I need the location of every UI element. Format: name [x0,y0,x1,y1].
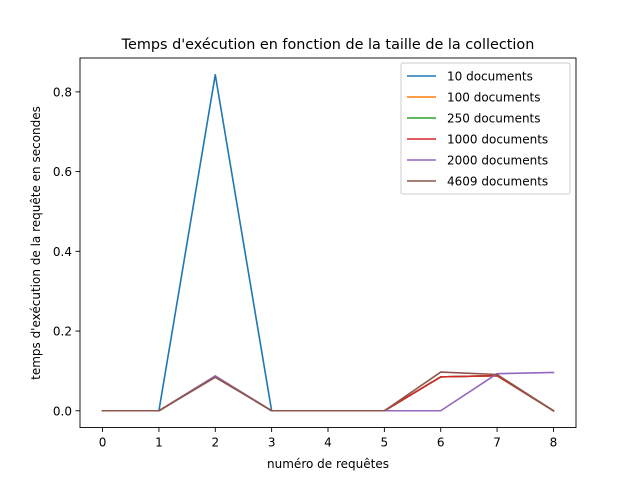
y-axis-ticks: 0.0 0.2 0.4 0.6 0.8 [53,85,80,418]
y-tick-label: 0.0 [53,404,72,418]
series-lines [101,73,555,412]
legend-label: 2000 documents [447,154,548,168]
legend: 10 documents 100 documents 250 documents 10… [400,62,571,195]
y-tick-label: 0.8 [53,85,72,99]
x-tick-label: 7 [493,436,501,450]
x-tick-label: 2 [211,436,219,450]
y-tick-label: 0.4 [53,245,72,259]
legend-label: 100 documents [447,91,541,105]
legend-label: 10 documents [447,70,533,84]
legend-label: 250 documents [447,112,541,126]
y-axis-label: temps d'exécution de la requête en secon… [29,106,43,380]
chart-title: Temps d'exécution en fonction de la tail… [121,37,535,53]
series-line-5 [101,371,555,412]
x-axis-ticks: 0 1 2 3 4 5 6 7 8 [99,427,558,450]
x-axis-label: numéro de requêtes [267,457,389,471]
legend-label: 4609 documents [447,175,548,189]
x-tick-label: 8 [550,436,558,450]
y-tick-label: 0.6 [53,165,72,179]
x-tick-label: 4 [324,436,332,450]
y-tick-label: 0.2 [53,325,72,339]
legend-label: 1000 documents [447,133,548,147]
x-tick-label: 1 [155,436,163,450]
legend-frame [400,62,571,195]
x-tick-label: 5 [381,436,389,450]
x-tick-label: 0 [99,436,107,450]
x-tick-label: 6 [437,436,445,450]
x-tick-label: 3 [268,436,276,450]
